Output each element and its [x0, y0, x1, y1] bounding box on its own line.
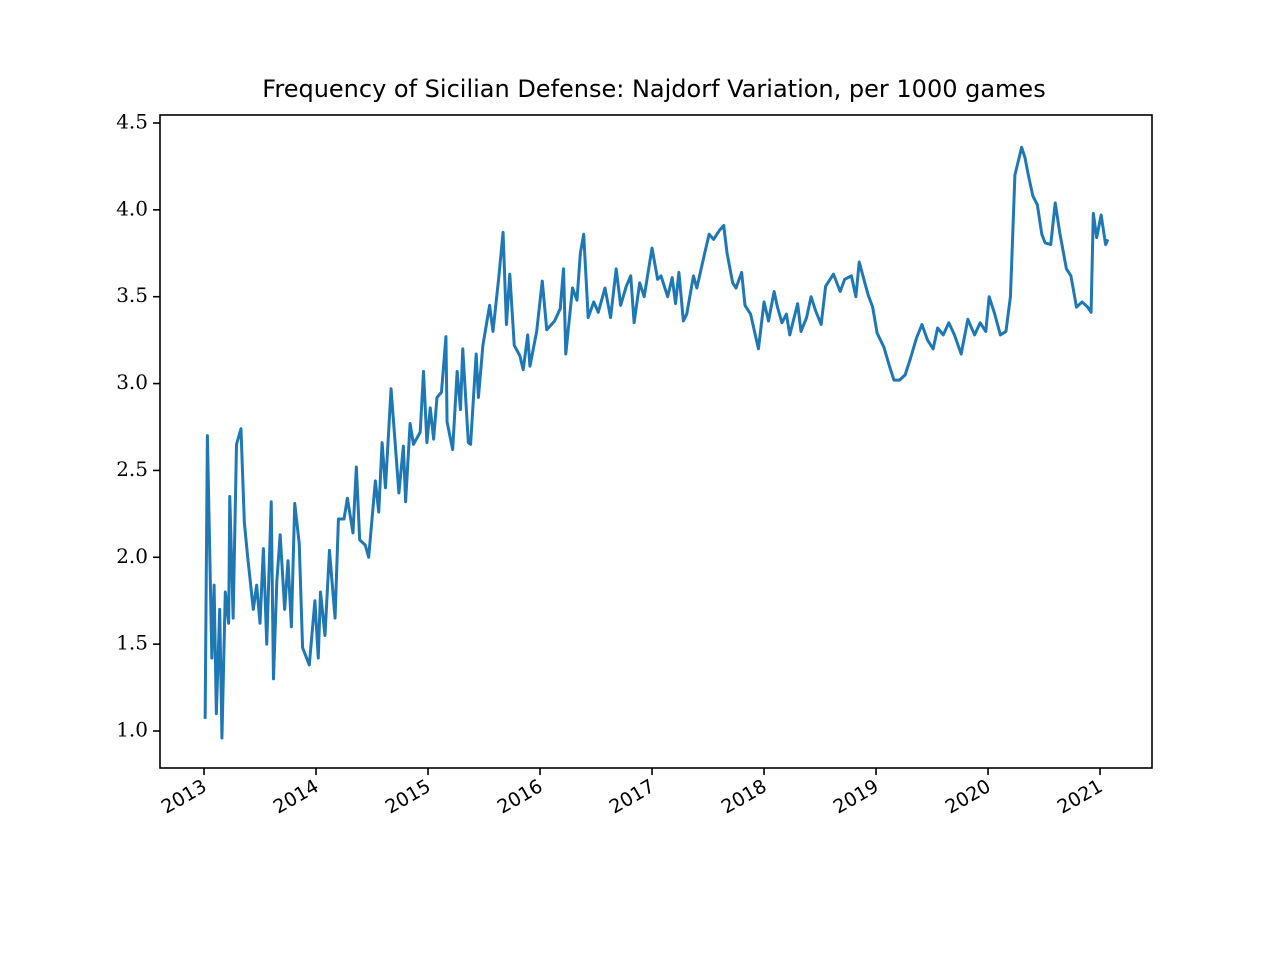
- y-tick-label: 3.0: [116, 370, 148, 394]
- data-line: [203, 145, 1110, 740]
- y-tick-label: 4.0: [116, 196, 148, 220]
- y-tick-label: 3.5: [116, 283, 148, 307]
- y-tick-label: 2.0: [116, 544, 148, 568]
- y-tick-label: 1.5: [116, 631, 148, 655]
- chart-title: Frequency of Sicilian Defense: Najdorf V…: [262, 75, 1045, 103]
- y-tick-label: 1.0: [116, 717, 148, 741]
- plot-frame: [159, 114, 1153, 769]
- y-tick-label: 2.5: [116, 457, 148, 481]
- y-tick-label: 4.5: [116, 109, 148, 133]
